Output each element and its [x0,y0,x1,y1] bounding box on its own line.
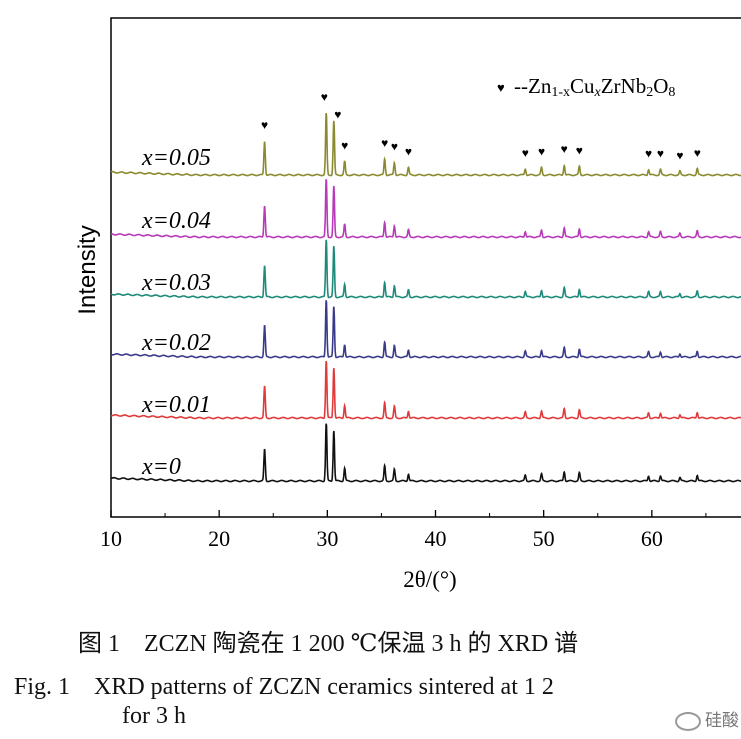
peak-marker: ♥ [645,146,652,160]
peak-marker: ♥ [694,146,701,160]
series-line [110,239,741,299]
peak-marker: ♥ [676,148,683,162]
wechat-icon [675,711,701,731]
x-tick-label: 10 [100,526,122,551]
series-label: x=0.02 [141,330,211,356]
peak-marker: ♥ [391,140,398,154]
x-tick-label: 40 [425,526,447,551]
peak-marker: ♥ [538,145,545,159]
series-line [110,423,741,483]
x-tick-label: 60 [641,526,663,551]
series-label: x=0.05 [141,145,211,171]
peak-marker: ♥ [341,138,348,152]
peak-marker: ♥ [405,145,412,159]
watermark: 硅酸 [675,706,739,731]
series-line [110,300,741,359]
figure-caption-en: Fig. 1 XRD patterns of ZCZN ceramics sin… [14,674,554,700]
peak-marker: ♥ [381,136,388,150]
figure-caption-cn: 图 1 ZCZN 陶瓷在 1 200 ℃保温 3 h 的 XRD 谱 [78,631,579,657]
x-tick-label: 30 [316,526,338,551]
peak-marker: ♥ [261,118,268,132]
series-label: x=0.03 [141,270,211,296]
figure-caption-en-line2: for 3 h [122,703,186,729]
series-line [110,113,741,177]
x-tick-label: 50 [533,526,555,551]
legend-marker: ♥ [497,80,505,95]
x-tick-label: 20 [208,526,230,551]
series-line [111,361,741,420]
legend-label: --Zn1-xCuxZrNb2O8 [514,74,675,100]
series-line [110,179,741,239]
x-axis-label: 2θ/(°) [403,567,456,592]
series-label: x=0 [141,454,181,480]
peak-marker: ♥ [576,143,583,157]
peak-marker: ♥ [522,146,529,160]
peak-marker: ♥ [334,107,341,121]
y-axis-label: Intensity [74,225,101,314]
peak-marker: ♥ [561,142,568,156]
peak-marker: ♥ [321,90,328,104]
series-label: x=0.01 [141,392,211,418]
peak-marker: ♥ [657,146,664,160]
xrd-chart: 102030405060702θ/(°)Intensityx=0.05x=0.0… [74,17,741,592]
watermark-text: 硅酸 [705,711,739,731]
series-label: x=0.04 [141,208,211,234]
